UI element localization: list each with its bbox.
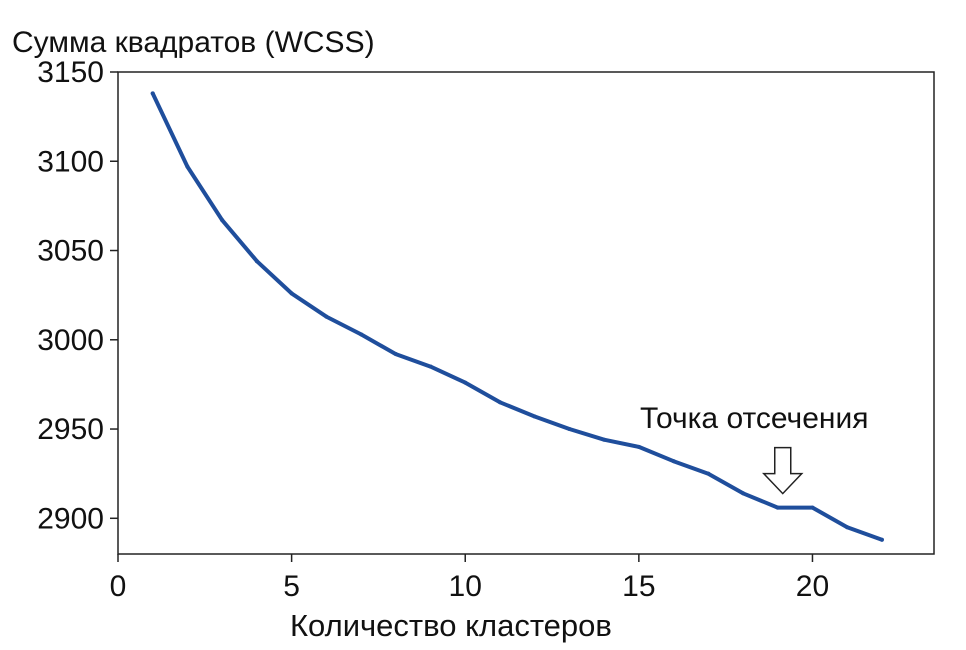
x-tick-label: 15 [622, 570, 655, 603]
data-point [706, 471, 711, 476]
y-tick-label: 3100 [37, 145, 104, 178]
y-tick-label: 3000 [37, 324, 104, 357]
data-point [775, 505, 780, 510]
data-point [845, 525, 850, 530]
data-point [185, 164, 190, 169]
data-point [671, 459, 676, 464]
data-point [289, 291, 294, 296]
y-tick-label: 3050 [37, 235, 104, 268]
y-tick-label: 2900 [37, 502, 104, 535]
plot-area-frame [117, 71, 935, 555]
data-point [636, 444, 641, 449]
cutoff-annotation-label: Точка отсечения [640, 402, 869, 435]
x-tick-label: 20 [796, 570, 829, 603]
wcss-series-line [150, 91, 884, 542]
x-tick-label: 5 [283, 570, 300, 603]
data-point [532, 414, 537, 419]
x-tick-label: 0 [110, 570, 127, 603]
data-point [393, 352, 398, 357]
x-axis-ticks: 0 5 10 15 20 [110, 554, 829, 603]
data-point [220, 218, 225, 223]
data-point [150, 91, 155, 96]
y-axis-title: Сумма квадратов (WCSS) [12, 26, 375, 59]
data-point [324, 314, 329, 319]
data-point [602, 437, 607, 442]
wcss-points [150, 91, 884, 542]
data-point [879, 537, 884, 542]
y-axis-ticks: 2900 2950 3000 3050 3100 3150 [37, 56, 118, 535]
data-point [810, 505, 815, 510]
cutoff-arrow-icon [761, 446, 804, 495]
data-point [428, 364, 433, 369]
data-point [567, 427, 572, 432]
data-point [359, 332, 364, 337]
data-point [463, 380, 468, 385]
x-axis-title: Количество кластеров [290, 608, 612, 643]
data-point [497, 400, 502, 405]
y-tick-label: 2950 [37, 413, 104, 446]
y-tick-label: 3150 [37, 56, 104, 89]
data-point [741, 491, 746, 496]
data-point [254, 259, 259, 264]
x-tick-label: 10 [449, 570, 482, 603]
